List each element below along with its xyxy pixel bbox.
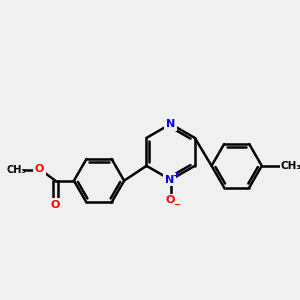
Text: +: + [172, 171, 179, 180]
Text: CH₃: CH₃ [7, 164, 26, 175]
Text: −: − [173, 200, 180, 209]
Text: O: O [51, 200, 60, 210]
Text: CH₃: CH₃ [280, 161, 300, 171]
Text: N: N [166, 119, 175, 129]
Text: O: O [166, 195, 175, 205]
Text: O: O [35, 164, 44, 174]
Text: N: N [165, 175, 174, 185]
